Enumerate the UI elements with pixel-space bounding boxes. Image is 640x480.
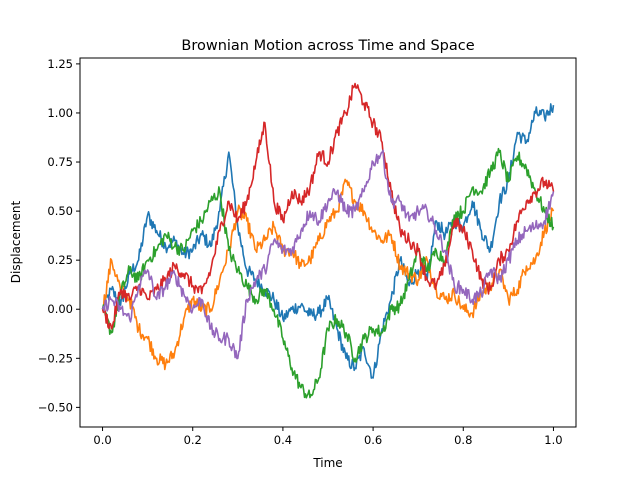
series-line-3 (101, 147, 555, 399)
x-tick-label: 0.4 (274, 433, 292, 447)
y-tick-label: 0.25 (47, 253, 73, 267)
x-axis-label: Time (312, 456, 342, 470)
x-tick-label: 0.6 (364, 433, 382, 447)
y-tick-label: 1.00 (47, 106, 73, 120)
y-tick-label: 1.25 (47, 57, 73, 71)
y-tick-label: 0.75 (47, 155, 73, 169)
x-tick-label: 0.8 (454, 433, 472, 447)
y-tick-label: −0.50 (38, 400, 73, 414)
plot-frame (79, 57, 577, 428)
series-layer (101, 82, 555, 399)
y-tick-label: −0.25 (38, 351, 73, 365)
y-tick-label: 0.50 (47, 204, 73, 218)
chart-title: Brownian Motion across Time and Space (181, 38, 474, 54)
x-axis-ticks: 0.0 0.2 0.4 0.6 0.8 1.0 (93, 427, 563, 447)
series-line-2 (102, 178, 555, 371)
x-tick-label: 1.0 (544, 433, 562, 447)
y-tick-label: 0.00 (47, 302, 73, 316)
series-line-4 (101, 82, 555, 330)
y-axis-ticks: −0.50 −0.25 0.00 0.25 0.50 0.75 1.00 1.25 (38, 57, 80, 414)
x-tick-label: 0.0 (93, 433, 111, 447)
series-line-5 (101, 149, 555, 360)
x-tick-label: 0.2 (184, 433, 202, 447)
y-axis-label: Displacement (9, 200, 23, 283)
